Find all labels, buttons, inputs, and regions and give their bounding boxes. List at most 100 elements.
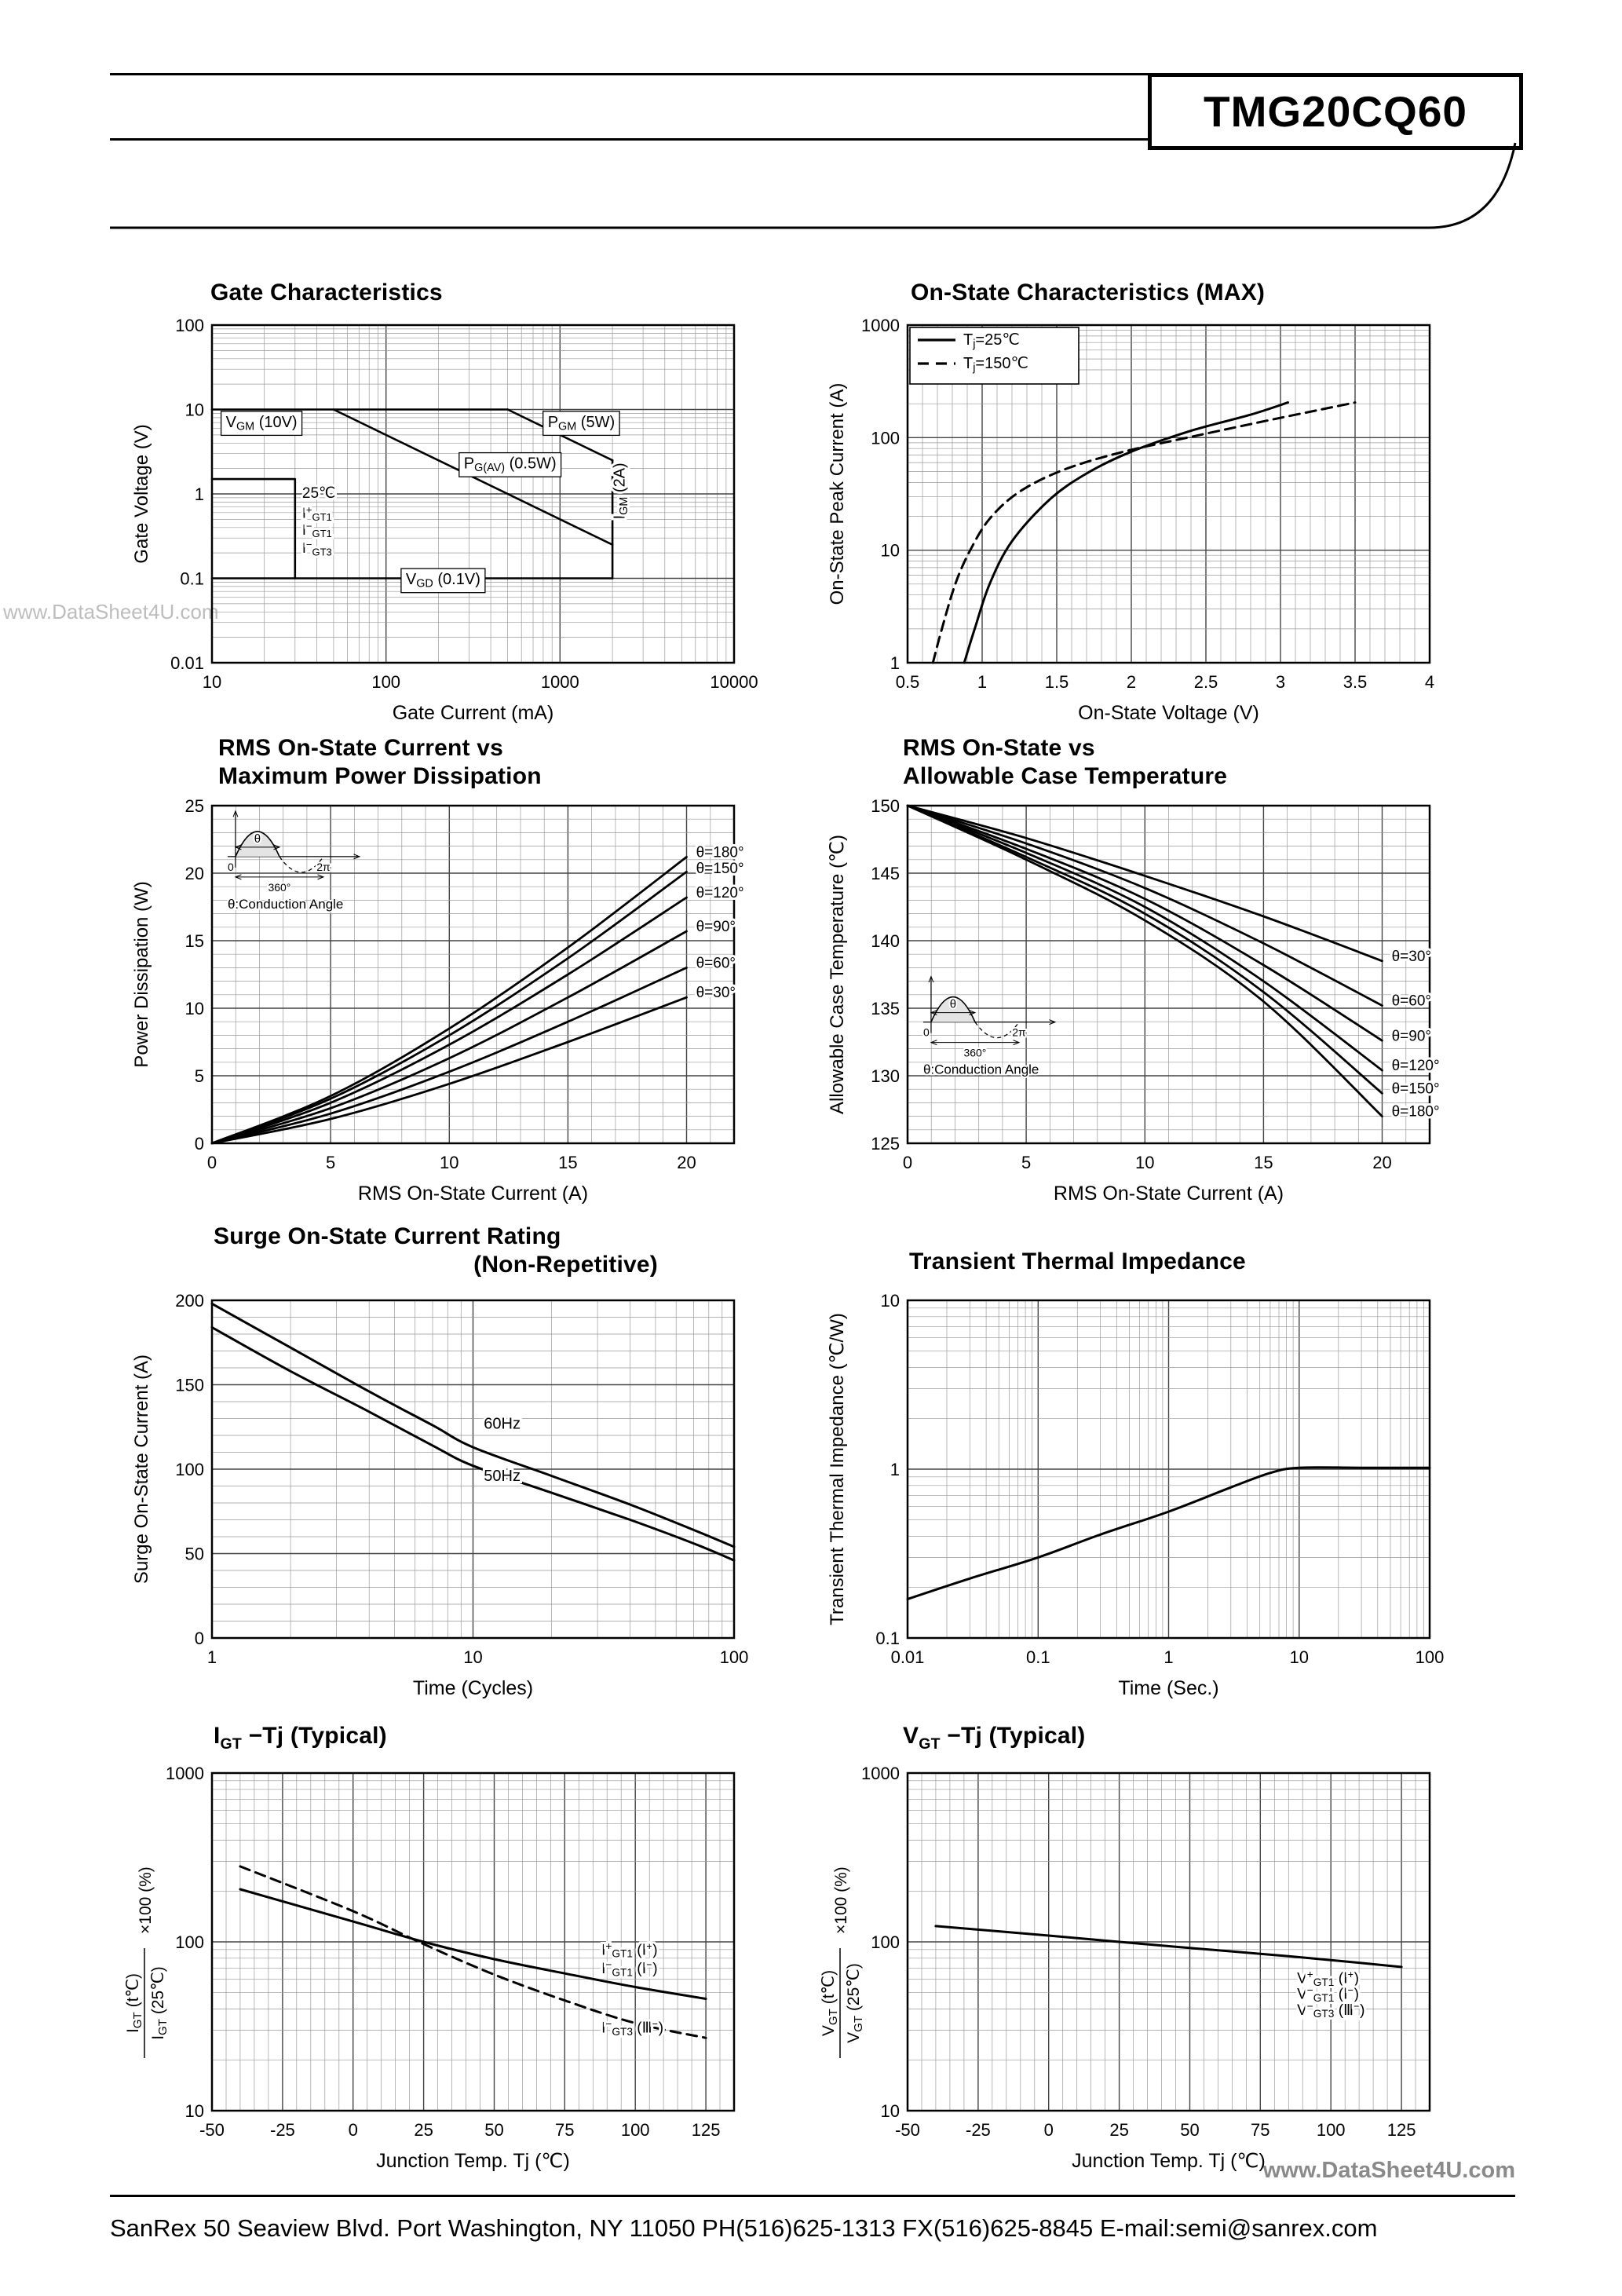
svg-text:1: 1 — [1164, 1647, 1173, 1667]
svg-text:θ: θ — [950, 998, 956, 1011]
svg-text:θ:Conduction Angle: θ:Conduction Angle — [923, 1062, 1039, 1077]
svg-text:100: 100 — [175, 316, 204, 335]
svg-text:0.01: 0.01 — [891, 1647, 925, 1667]
svg-text:125: 125 — [1387, 2120, 1416, 2140]
svg-text:Tj=150℃: Tj=150℃ — [963, 355, 1028, 375]
chart-surge-current: 1 10 100 0 50 100 150 200 Time (Cycles) Surge On-… — [131, 1291, 748, 1699]
svg-text:75: 75 — [1251, 2120, 1269, 2140]
svg-text:×100 (%): ×100 (%) — [137, 1866, 155, 1934]
svg-text:VGM (10V): VGM (10V) — [226, 414, 298, 433]
svg-text:15: 15 — [558, 1153, 577, 1172]
part-number-box: TMG20CQ60 — [1148, 73, 1523, 150]
svg-text:0.1: 0.1 — [180, 569, 204, 589]
svg-text:10000: 10000 — [710, 672, 758, 692]
svg-text:360°: 360° — [963, 1047, 986, 1059]
svg-text:θ=120°: θ=120° — [1392, 1058, 1440, 1074]
svg-text:Time (Sec.): Time (Sec.) — [1118, 1677, 1218, 1699]
svg-text:1000: 1000 — [541, 672, 579, 692]
svg-text:PG(AV) (0.5W): PG(AV) (0.5W) — [464, 455, 557, 475]
chart4-title-line2: Allowable Case Temperature — [903, 763, 1228, 789]
chart3-title-line1: RMS On-State Current vs — [218, 735, 503, 761]
svg-text:θ=150°: θ=150° — [1392, 1080, 1440, 1097]
svg-text:25: 25 — [1109, 2120, 1128, 2140]
svg-text:10: 10 — [185, 999, 204, 1018]
svg-text:θ:Conduction Angle: θ:Conduction Angle — [228, 897, 343, 912]
chart7-title: IGT −Tj (Typical) — [214, 1723, 387, 1753]
watermark-bottom: www.DataSheet4U.com — [1262, 2158, 1515, 2183]
header-curve — [110, 142, 1517, 229]
svg-text:IGT (t℃): IGT (t℃) — [124, 1973, 144, 2033]
svg-text:1: 1 — [890, 653, 900, 673]
svg-text:Junction Temp. Tj (℃): Junction Temp. Tj (℃) — [376, 2150, 570, 2172]
svg-text:θ=60°: θ=60° — [696, 955, 736, 971]
svg-text:10: 10 — [881, 541, 900, 561]
svg-text:Gate Voltage (V): Gate Voltage (V) — [131, 424, 152, 563]
svg-text:10: 10 — [1135, 1153, 1154, 1172]
svg-text:0: 0 — [349, 2120, 358, 2140]
svg-text:1000: 1000 — [861, 316, 900, 335]
chart-igt-tj: -50 -25 0 25 50 75 100 125 10 100 1000 Junction Tem… — [124, 1764, 736, 2172]
svg-text:150: 150 — [175, 1376, 204, 1395]
svg-text:I−GT3 (Ⅲ−): I−GT3 (Ⅲ−) — [601, 2018, 663, 2038]
svg-text:25: 25 — [414, 2120, 433, 2140]
footer-address: SanRex 50 Seaview Blvd. Port Washington,… — [110, 2214, 1378, 2242]
svg-text:I−GT1 (Ⅰ−): I−GT1 (Ⅰ−) — [601, 1959, 657, 1979]
svg-text:V−GT1 (Ⅰ−): V−GT1 (Ⅰ−) — [1297, 1984, 1359, 2004]
part-number: TMG20CQ60 — [1203, 87, 1468, 136]
svg-text:10: 10 — [185, 2101, 204, 2121]
svg-text:Tj=25℃: Tj=25℃ — [963, 331, 1020, 351]
svg-text:50: 50 — [484, 2120, 503, 2140]
chart3-title-line2: Maximum Power Dissipation — [218, 763, 542, 789]
svg-text:1: 1 — [890, 1460, 900, 1479]
svg-text:5: 5 — [1021, 1153, 1031, 1172]
svg-text:Time (Cycles): Time (Cycles) — [413, 1677, 533, 1699]
svg-text:θ=60°: θ=60° — [1392, 993, 1431, 1010]
svg-text:V−GT3 (Ⅲ−): V−GT3 (Ⅲ−) — [1297, 2000, 1364, 2020]
svg-text:θ=120°: θ=120° — [696, 885, 744, 901]
svg-text:25℃: 25℃ — [302, 485, 335, 502]
svg-text:5: 5 — [195, 1066, 204, 1086]
svg-text:135: 135 — [871, 999, 900, 1018]
svg-text:200: 200 — [175, 1291, 204, 1311]
svg-text:100: 100 — [175, 1932, 204, 1952]
svg-text:Transient Thermal Impedance (℃: Transient Thermal Impedance (℃/W) — [827, 1313, 848, 1625]
svg-text:100: 100 — [371, 672, 400, 692]
svg-text:IGM (2A): IGM (2A) — [612, 462, 631, 519]
svg-text:20: 20 — [185, 864, 204, 883]
svg-text:50Hz: 50Hz — [484, 1468, 521, 1485]
svg-text:100: 100 — [1317, 2120, 1346, 2140]
svg-text:3: 3 — [1276, 672, 1285, 692]
svg-text:θ=30°: θ=30° — [696, 985, 736, 1001]
svg-text:1: 1 — [195, 484, 204, 504]
chart-gate-characteristics: 10 100 1000 10000 0.01 0.1 1 10 100 Gate Current … — [131, 316, 758, 724]
header-rule-top — [110, 73, 1515, 75]
svg-text:10: 10 — [203, 672, 221, 692]
svg-text:I−GT3: I−GT3 — [302, 539, 332, 558]
svg-text:θ=90°: θ=90° — [696, 919, 736, 935]
svg-text:20: 20 — [677, 1153, 696, 1172]
svg-text:20: 20 — [1372, 1153, 1391, 1172]
svg-text:Allowable Case Temperature (℃): Allowable Case Temperature (℃) — [827, 835, 848, 1114]
svg-text:125: 125 — [692, 2120, 721, 2140]
svg-text:2.5: 2.5 — [1194, 672, 1218, 692]
svg-text:θ=180°: θ=180° — [1392, 1104, 1440, 1121]
chart5-title-line1: Surge On-State Current Rating — [214, 1223, 561, 1249]
svg-text:140: 140 — [871, 931, 900, 951]
footer-rule — [110, 2195, 1515, 2197]
svg-text:VGD (0.1V): VGD (0.1V) — [406, 571, 480, 590]
svg-text:Power Dissipation (W): Power Dissipation (W) — [131, 881, 152, 1067]
svg-text:50: 50 — [1180, 2120, 1199, 2140]
chart-case-temperature: 0 5 10 15 20 125 130 135 140 145 150 RMS On-State C… — [827, 796, 1442, 1205]
svg-text:Gate Current (mA): Gate Current (mA) — [393, 702, 554, 724]
svg-text:2π: 2π — [1012, 1026, 1026, 1039]
svg-text:-50: -50 — [199, 2120, 225, 2140]
svg-text:10: 10 — [1290, 1647, 1309, 1667]
svg-text:15: 15 — [185, 931, 204, 951]
svg-text:125: 125 — [871, 1134, 900, 1153]
svg-text:θ=180°: θ=180° — [696, 844, 744, 861]
chart2-title: On-State Characteristics (MAX) — [911, 280, 1266, 305]
svg-text:On-State Voltage (V): On-State Voltage (V) — [1078, 702, 1259, 724]
svg-text:10: 10 — [463, 1647, 482, 1667]
svg-text:3.5: 3.5 — [1343, 672, 1368, 692]
